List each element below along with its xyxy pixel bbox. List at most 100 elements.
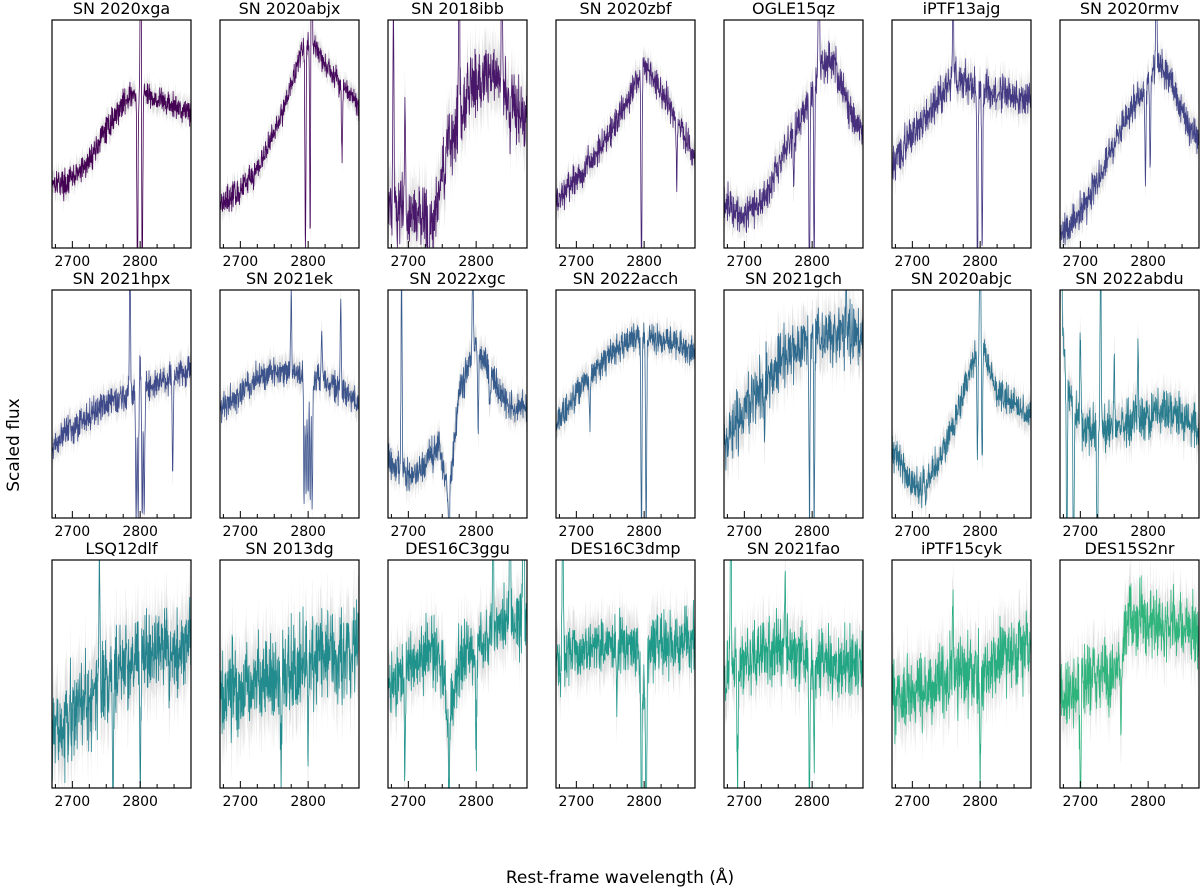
spectrum-line <box>52 560 191 788</box>
x-tick-label: 2700 <box>727 524 763 540</box>
panel-title: SN 2022xgc <box>409 269 505 288</box>
panel-title: SN 2013dg <box>245 539 333 558</box>
spectrum-panel: 2700 2800 SN 2022acch <box>555 269 696 540</box>
spectrum-panel: 2700 2800 OGLE15qz <box>723 0 864 270</box>
x-tick-label: 2700 <box>55 794 91 810</box>
spectrum-line <box>388 290 527 518</box>
x-tick-label: 2700 <box>391 254 427 270</box>
x-tick-label: 2800 <box>1130 524 1166 540</box>
x-tick-label: 2800 <box>290 794 326 810</box>
x-tick-label: 2800 <box>458 794 494 810</box>
error-band <box>556 44 695 248</box>
x-tick-label: 2800 <box>122 794 158 810</box>
spectrum-line <box>724 290 863 518</box>
spectrum-line <box>52 290 191 518</box>
spectrum-panel: 2700 2800 SN 2021hpx <box>51 269 192 540</box>
x-tick-label: 2700 <box>559 254 595 270</box>
panel-frame <box>1059 289 1200 519</box>
x-tick-label: 2800 <box>794 524 830 540</box>
panel-title: SN 2021ek <box>246 269 334 288</box>
x-tick-label: 2800 <box>458 524 494 540</box>
panel-frame <box>219 289 360 519</box>
x-tick-label: 2800 <box>1130 794 1166 810</box>
panel-title: SN 2022acch <box>573 269 678 288</box>
x-tick-label: 2800 <box>290 524 326 540</box>
x-tick-label: 2700 <box>391 794 427 810</box>
spectrum-line <box>388 560 527 788</box>
x-tick-label: 2700 <box>1063 794 1099 810</box>
panel-title: SN 2020xga <box>73 0 170 18</box>
x-tick-label: 2800 <box>962 524 998 540</box>
x-tick-label: 2700 <box>895 254 931 270</box>
spectrum-line <box>1060 20 1199 248</box>
x-tick-label: 2700 <box>895 794 931 810</box>
panel-title: DES16C3dmp <box>570 539 680 558</box>
panel-frame <box>1059 19 1200 249</box>
panel-title: SN 2020rmv <box>1080 0 1179 18</box>
spectrum-line <box>556 56 695 248</box>
spectrum-line <box>892 290 1031 509</box>
spectrum-panel: 2700 2800 iPTF15cyk <box>891 539 1032 810</box>
x-tick-label: 2700 <box>55 254 91 270</box>
panel-frame <box>891 559 1032 789</box>
panel-title: SN 2022abdu <box>1075 269 1183 288</box>
x-tick-label: 2700 <box>727 254 763 270</box>
panel-title: LSQ12dlf <box>85 539 158 558</box>
panel-title: SN 2020abjx <box>239 0 341 18</box>
spectrum-panel: 2700 2800 SN 2022abdu <box>1059 269 1200 540</box>
error-band <box>388 20 527 248</box>
panel-title: iPTF15cyk <box>921 539 1003 558</box>
spectrum-panel: 2700 2800 DES16C3ggu <box>387 539 528 810</box>
x-tick-label: 2700 <box>55 524 91 540</box>
panel-frame <box>555 19 696 249</box>
panel-frame <box>723 289 864 519</box>
spectrum-panel: 2700 2800 SN 2021gch <box>723 269 864 540</box>
x-tick-label: 2800 <box>626 524 662 540</box>
x-tick-label: 2800 <box>794 794 830 810</box>
spectrum-panel: 2700 2800 iPTF13ajg <box>891 0 1032 270</box>
panel-frame <box>723 19 864 249</box>
panel-title: SN 2021hpx <box>73 269 171 288</box>
error-band <box>556 560 695 788</box>
x-tick-label: 2800 <box>626 794 662 810</box>
x-tick-label: 2700 <box>559 794 595 810</box>
spectrum-panel: 2700 2800 SN 2020abjx <box>219 0 360 270</box>
panel-frame <box>219 559 360 789</box>
panel-title: SN 2021gch <box>745 269 842 288</box>
spectrum-panel: 2700 2800 SN 2021fao <box>723 539 864 810</box>
y-axis-label: Scaled flux <box>4 398 24 492</box>
spectrum-panel: 2700 2800 DES16C3dmp <box>555 539 696 810</box>
panel-frame <box>723 559 864 789</box>
panel-frame <box>1059 559 1200 789</box>
spectrum-panel: 2700 2800 DES15S2nr <box>1059 539 1200 810</box>
spectrum-panel: 2700 2800 SN 2020zbf <box>555 0 696 270</box>
spectrum-line <box>52 20 191 248</box>
x-tick-label: 2800 <box>626 254 662 270</box>
spectrum-panel: 2700 2800 SN 2020rmv <box>1059 0 1200 270</box>
spectrum-line <box>724 20 863 248</box>
error-band <box>220 20 359 248</box>
spectrum-line <box>892 589 1031 788</box>
panel-frame <box>51 19 192 249</box>
panel-title: DES16C3ggu <box>405 539 510 558</box>
panel-title: SN 2020abjc <box>911 269 1012 288</box>
spectrum-line <box>220 290 359 510</box>
x-tick-label: 2800 <box>458 254 494 270</box>
x-tick-label: 2700 <box>1063 524 1099 540</box>
panel-title: DES15S2nr <box>1085 539 1175 558</box>
spectrum-line <box>220 599 359 788</box>
spectrum-line <box>556 560 695 788</box>
panel-title: SN 2020zbf <box>579 0 671 18</box>
panel-frame <box>387 559 528 789</box>
panel-title: OGLE15qz <box>752 0 835 18</box>
spectrum-panel: 2700 2800 SN 2013dg <box>219 539 360 810</box>
panel-frame <box>555 559 696 789</box>
spectrum-line <box>1060 575 1199 788</box>
x-tick-label: 2800 <box>122 254 158 270</box>
x-tick-label: 2700 <box>1063 254 1099 270</box>
x-tick-label: 2700 <box>895 524 931 540</box>
spectrum-panel: 2700 2800 LSQ12dlf <box>51 539 192 810</box>
x-tick-label: 2800 <box>122 524 158 540</box>
